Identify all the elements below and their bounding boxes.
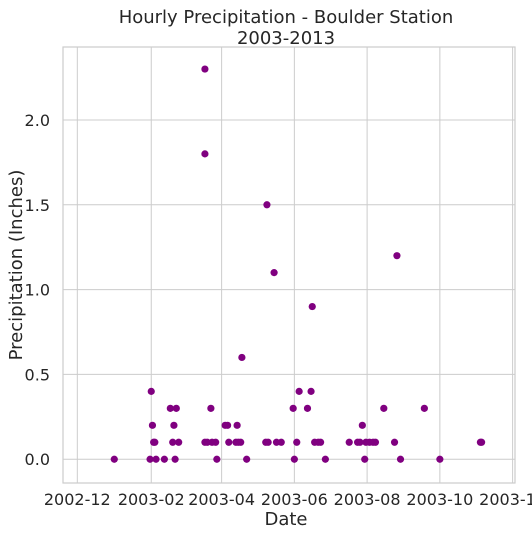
data-point	[321, 455, 329, 463]
data-point	[277, 438, 285, 446]
data-point	[356, 438, 364, 446]
gridlines	[63, 47, 515, 483]
y-tick-labels: 0.0 0.5 1.0 1.5 2.0	[25, 111, 50, 469]
y-tick-label: 1.0	[25, 281, 50, 300]
data-point	[243, 455, 251, 463]
x-tick-label: 2003-02	[118, 490, 185, 509]
data-point	[223, 421, 232, 429]
data-points	[110, 65, 486, 463]
data-point	[171, 455, 179, 463]
x-tick-label: 2003-06	[261, 490, 328, 509]
data-point	[146, 455, 154, 463]
data-point	[307, 387, 315, 395]
x-tick-label: 2003-12	[479, 490, 532, 509]
data-point	[478, 438, 486, 446]
x-tick-labels: 2002-12 2003-02 2003-04 2003-06 2003-08 2003-…	[44, 490, 532, 509]
plot-frame	[62, 46, 516, 484]
chart-title: Hourly Precipitation - Boulder Station	[119, 7, 454, 28]
data-point	[172, 404, 180, 412]
data-point	[390, 438, 399, 446]
data-point	[317, 438, 325, 446]
y-tick-label: 1.5	[25, 196, 50, 215]
data-point	[151, 438, 159, 446]
data-point	[396, 455, 405, 463]
data-point	[152, 455, 160, 463]
data-point	[148, 421, 157, 429]
data-point	[345, 438, 353, 446]
y-axis-label: Precipitation (Inches)	[6, 170, 27, 361]
data-point	[270, 269, 278, 277]
data-point	[233, 421, 241, 429]
data-point	[371, 438, 380, 446]
data-point	[237, 438, 245, 446]
data-point	[238, 353, 246, 362]
data-point	[110, 455, 118, 463]
y-tick-label: 2.0	[25, 111, 50, 130]
data-point	[175, 438, 183, 446]
data-point	[166, 404, 174, 412]
data-point	[160, 455, 168, 463]
data-point	[225, 438, 233, 446]
data-point	[308, 302, 316, 311]
data-point	[170, 421, 178, 429]
data-point	[380, 404, 388, 412]
data-point	[207, 404, 215, 412]
data-point	[393, 252, 401, 260]
data-point	[420, 404, 428, 412]
x-tick-label: 2003-04	[188, 490, 255, 509]
data-point	[293, 438, 301, 446]
y-tick-label: 0.5	[25, 365, 50, 384]
data-point	[147, 387, 155, 395]
data-point	[169, 438, 177, 446]
data-point	[212, 438, 220, 446]
data-point	[295, 387, 303, 395]
data-point	[361, 455, 369, 463]
data-point	[264, 438, 272, 446]
data-point	[289, 404, 297, 412]
data-point	[213, 455, 221, 463]
data-point	[263, 201, 271, 209]
data-point	[358, 421, 366, 429]
data-point	[290, 455, 298, 463]
data-point	[201, 150, 209, 158]
x-tick-label: 2002-12	[44, 490, 111, 509]
data-point	[201, 65, 209, 73]
x-tick-label: 2003-10	[406, 490, 473, 509]
chart-subtitle: 2003-2013	[237, 28, 335, 49]
data-point	[303, 404, 312, 412]
x-tick-label: 2003-08	[334, 490, 401, 509]
data-point	[436, 455, 444, 463]
y-tick-label: 0.0	[25, 450, 50, 469]
x-axis-label: Date	[264, 509, 307, 530]
